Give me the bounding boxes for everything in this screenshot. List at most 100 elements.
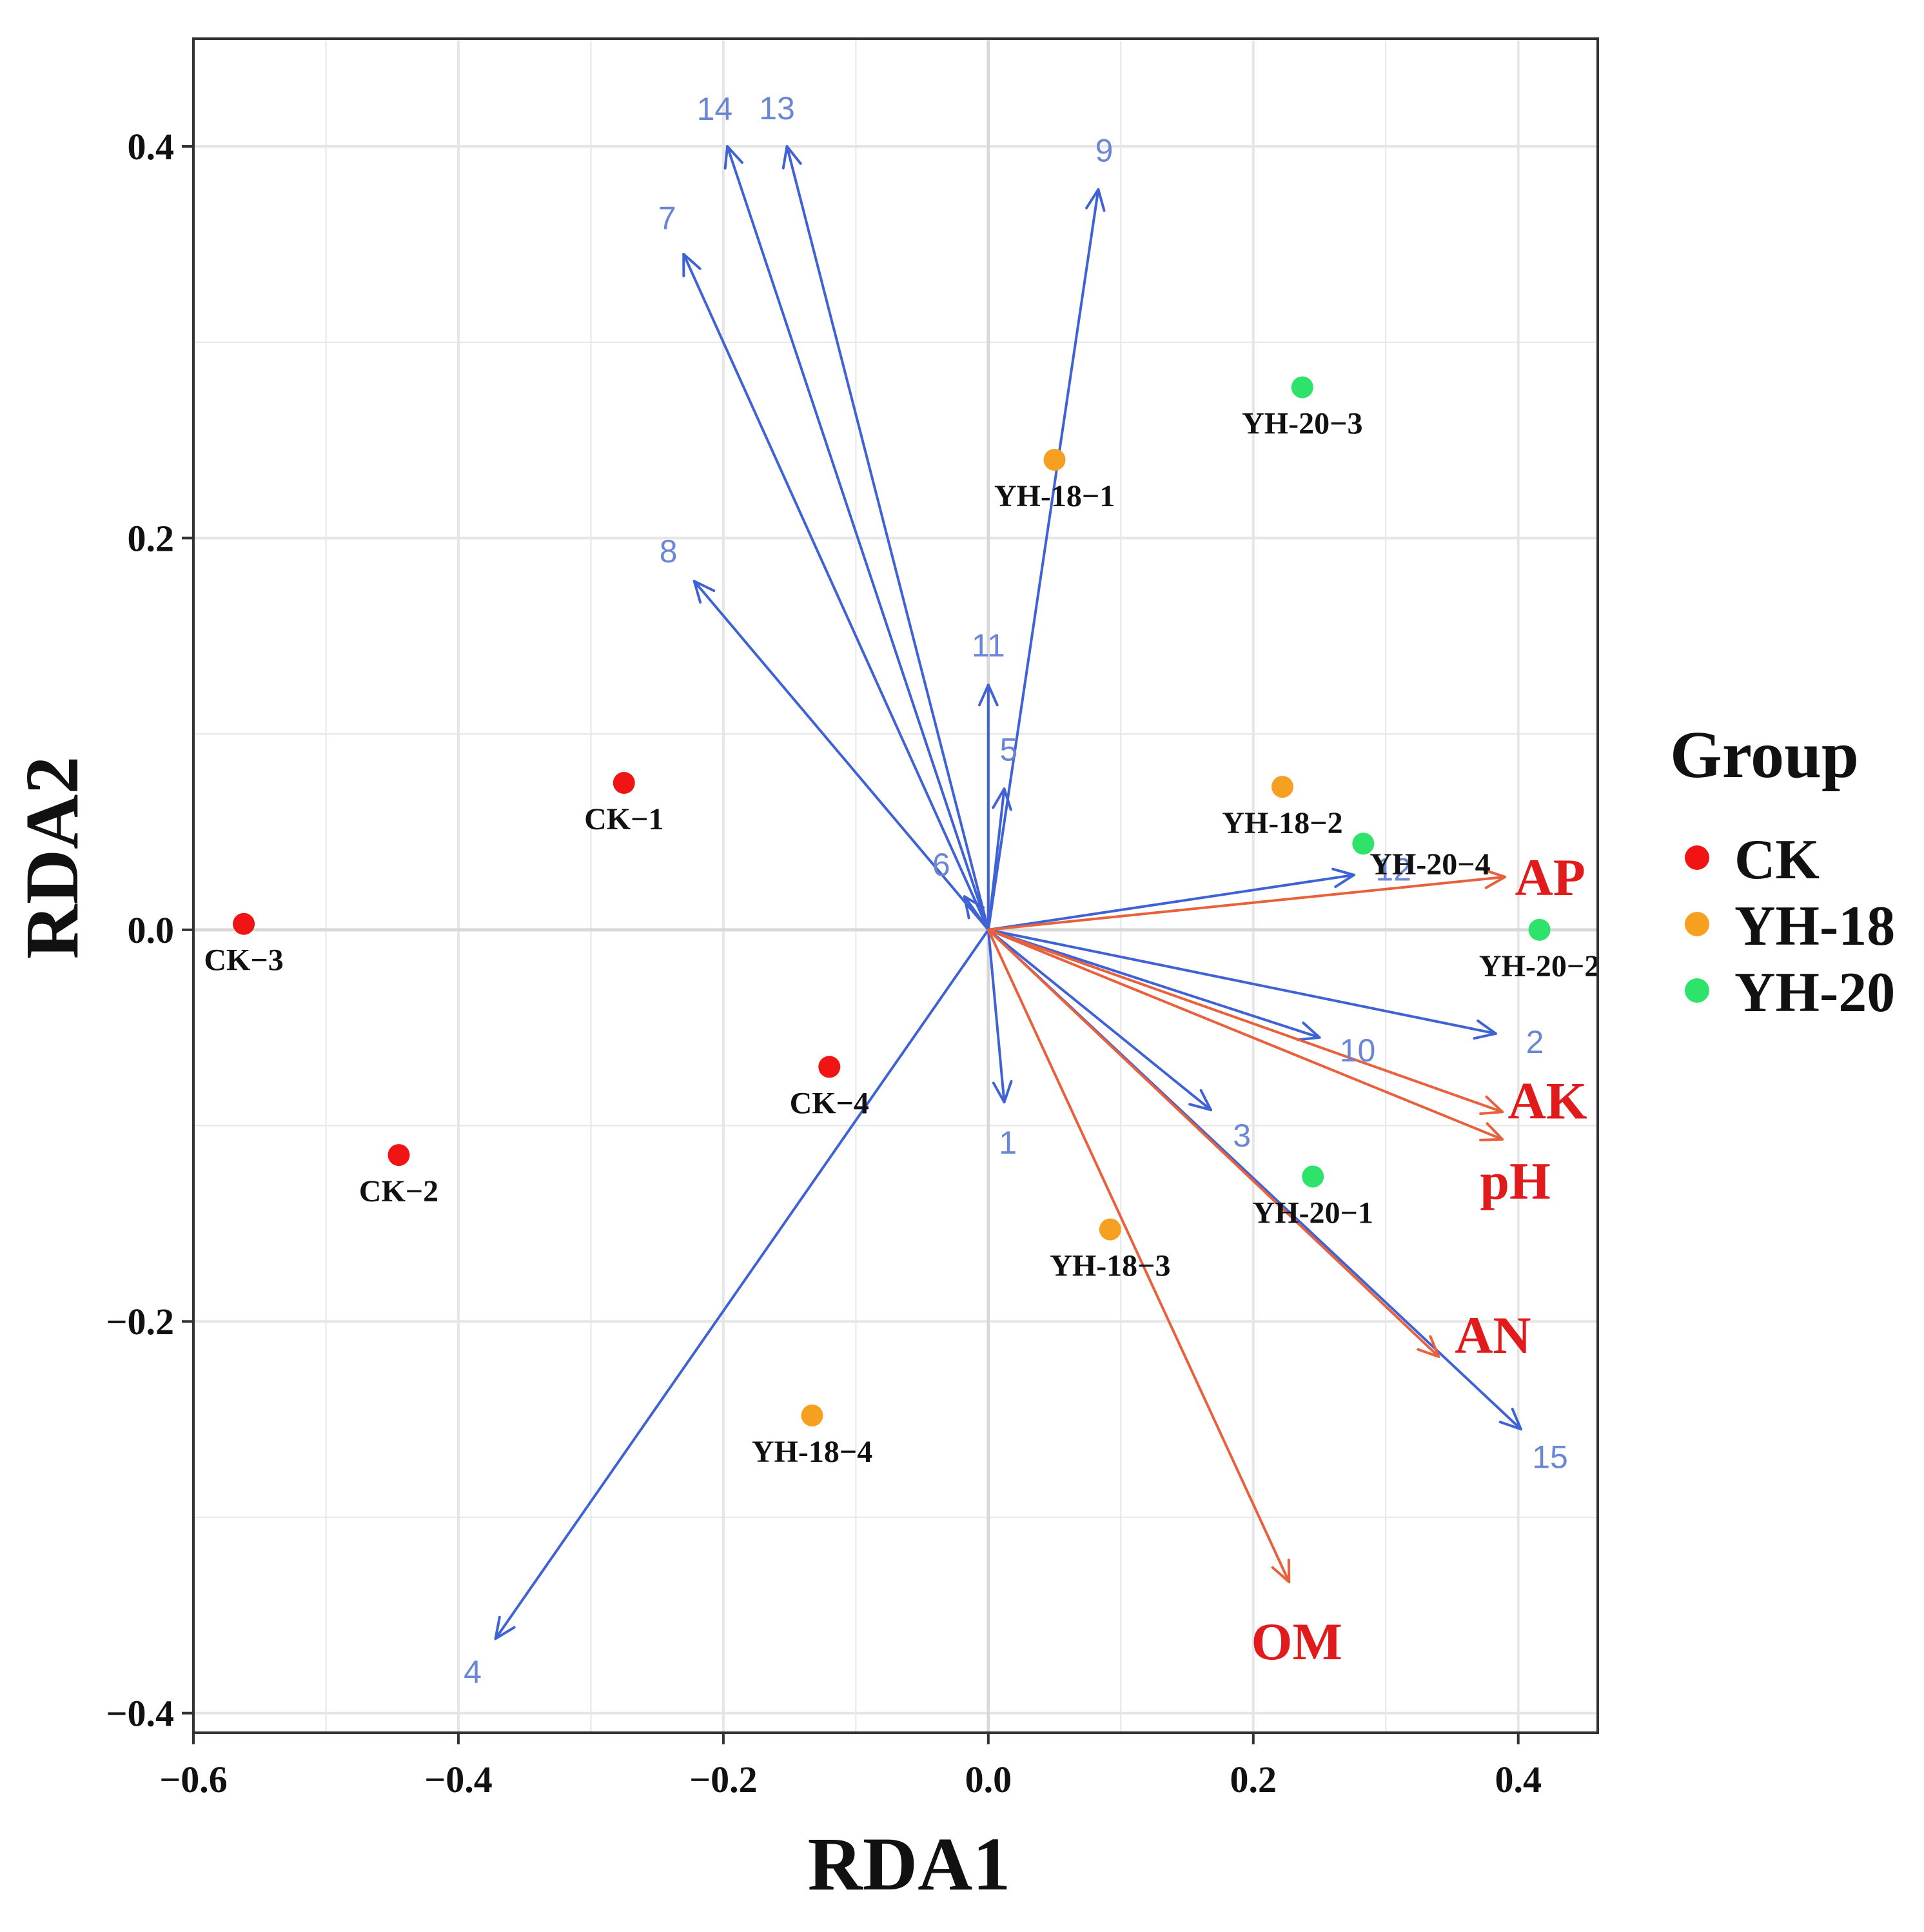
species-label-4: 4: [464, 1654, 482, 1690]
y-tick-label: 0.0: [128, 909, 175, 951]
sample-point-YH-20: [1302, 1165, 1324, 1188]
sample-point-YH-20: [1291, 376, 1313, 399]
sample-label: CK−4: [790, 1086, 869, 1120]
legend-title: Group: [1670, 718, 1859, 792]
species-arrow-12-head: [1331, 867, 1355, 889]
species-arrow-9-line: [987, 188, 1100, 931]
sample-label: YH-18−2: [1222, 806, 1342, 840]
species-arrow-7-head: [682, 253, 702, 278]
x-tick-label: 0.0: [965, 1759, 1012, 1800]
sample-label: YH-18−4: [752, 1435, 872, 1469]
species-arrow-12-line: [987, 873, 1355, 931]
species-arrow-1-line: [987, 928, 1006, 1104]
species-label-13: 13: [759, 90, 795, 126]
x-tick-label: −0.2: [689, 1759, 758, 1800]
sample-label: YH-20−2: [1479, 949, 1600, 983]
sample-label: YH-20−3: [1242, 407, 1362, 441]
env-arrow-OM-head: [1271, 1559, 1291, 1584]
sample-label: CK−1: [584, 802, 663, 836]
species-arrow-8-line: [692, 580, 990, 931]
env-arrow-AP-head: [1482, 869, 1507, 889]
species-arrow-2-line: [987, 928, 1497, 1035]
x-tick-label: 0.2: [1230, 1759, 1277, 1800]
species-label-7: 7: [658, 201, 676, 237]
env-arrow-AP-line: [987, 875, 1507, 931]
species-label-14: 14: [697, 91, 733, 127]
species-arrow-3-line: [987, 928, 1213, 1112]
legend-swatch-YH-20: [1685, 978, 1709, 1003]
env-label-AP: AP: [1515, 848, 1585, 907]
species-label-8: 8: [660, 533, 678, 569]
x-tick-label: −0.6: [159, 1759, 228, 1800]
x-axis-title: RDA1: [808, 1822, 1011, 1906]
data-labels: 123456789101112131415APAKpHANOMCK−1CK−2C…: [204, 90, 1600, 1690]
species-label-12: 12: [1375, 852, 1411, 888]
env-arrow-AN-head: [1417, 1335, 1440, 1358]
species-arrow-13-line: [785, 145, 990, 931]
env-label-pH: pH: [1480, 1152, 1550, 1210]
grid: [193, 39, 1598, 1733]
axis-ticks: −0.6 −0.4 −0.2 0.0 0.2 0.4 −0.4 −0.2 0.0 0.2 0.4: [106, 126, 1542, 1800]
species-label-11: 11: [972, 627, 1005, 664]
plot-frame: [192, 37, 1599, 1734]
species-arrow-8-head: [692, 580, 716, 604]
env-arrow-pH-head: [1479, 1122, 1504, 1141]
sample-point-CK: [233, 912, 255, 935]
species-arrow-1-head: [992, 1079, 1013, 1104]
env-arrow-AK-line: [987, 928, 1504, 1114]
x-tick-label: −0.4: [424, 1759, 493, 1800]
species-arrow-14-line: [726, 145, 990, 931]
sample-point-YH-18: [1271, 776, 1293, 798]
plot-panel: [193, 39, 1598, 1733]
species-label-5: 5: [1000, 732, 1018, 768]
species-label-9: 9: [1095, 133, 1114, 169]
species-label-15: 15: [1532, 1439, 1568, 1475]
species-arrow-7-line: [682, 253, 990, 931]
species-arrow-10-line: [987, 928, 1321, 1039]
species-label-3: 3: [1233, 1118, 1251, 1154]
sample-label: YH-18−3: [1050, 1248, 1170, 1283]
sample-label: YH-20−1: [1253, 1196, 1373, 1230]
species-arrow-11-head: [977, 684, 999, 707]
env-arrow-pH-line: [987, 928, 1504, 1141]
species-arrow-5-head: [992, 787, 1012, 811]
sample-point-CK: [388, 1144, 410, 1167]
sample-point-YH-18: [801, 1405, 823, 1427]
sample-label: YH-20−4: [1369, 847, 1490, 882]
env-arrow-AK-head: [1479, 1095, 1504, 1115]
legend-label-CK: CK: [1734, 829, 1820, 891]
species-arrow-4-head: [494, 1615, 516, 1641]
sample-label: CK−2: [359, 1174, 438, 1208]
species-label-2: 2: [1526, 1024, 1544, 1060]
species-arrow-10-head: [1296, 1021, 1321, 1041]
sample-label: CK−3: [204, 943, 283, 978]
species-arrow-3-head: [1188, 1089, 1213, 1112]
y-tick-label: 0.2: [128, 517, 175, 559]
env-label-AN: AN: [1455, 1306, 1531, 1365]
y-axis-title: RDA2: [10, 756, 94, 960]
y-tick-label: −0.4: [106, 1693, 174, 1735]
y-tick-label: 0.4: [128, 126, 175, 168]
arrows: [494, 145, 1522, 1641]
sample-label: YH-18−1: [994, 479, 1115, 513]
species-arrow-2-head: [1473, 1019, 1497, 1040]
species-arrow-13-head: [781, 145, 802, 170]
legend-label-YH-20: YH-20: [1734, 961, 1895, 1024]
species-label-6: 6: [932, 847, 950, 883]
x-tick-label: 0.4: [1495, 1759, 1542, 1800]
legend-swatch-YH-18: [1685, 912, 1709, 936]
sample-point-YH-20: [1352, 833, 1375, 855]
sample-point-YH-18: [1043, 448, 1066, 471]
species-arrow-4-line: [494, 928, 990, 1641]
species-arrow-9-head: [1085, 188, 1106, 212]
species-label-1: 1: [999, 1125, 1017, 1161]
env-arrow-OM-line: [987, 928, 1291, 1584]
y-tick-label: −0.2: [106, 1301, 174, 1343]
sample-point-YH-20: [1528, 918, 1551, 941]
species-arrow-15-head: [1498, 1407, 1522, 1431]
sample-point-YH-18: [1099, 1218, 1121, 1241]
species-arrow-14-head: [723, 145, 744, 170]
